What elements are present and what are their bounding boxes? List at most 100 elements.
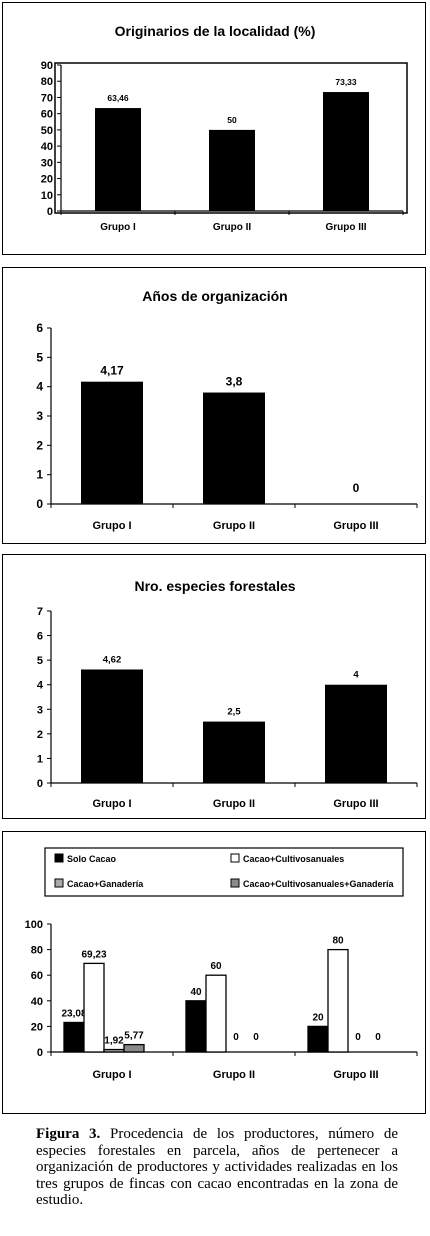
y-tick-label: 0 (47, 206, 53, 218)
bar (325, 684, 387, 783)
y-tick-label: 7 (37, 606, 43, 618)
y-tick-label: 80 (41, 76, 53, 88)
data-label: 69,23 (81, 949, 106, 960)
x-category-label: Grupo I (92, 798, 131, 810)
plot-frame (54, 62, 408, 214)
y-tick-label: 20 (31, 1021, 43, 1033)
chart-title: Nro. especies forestales (134, 578, 295, 594)
data-label: 40 (190, 987, 202, 998)
chart-panel-anos-organizacion: Años de organización 0 1 2 3 4 5 6 Grupo I Grupo … (2, 267, 426, 544)
y-tick-label: 50 (41, 125, 53, 137)
chart-panel-originarios: Originarios de la localidad (%) 0 10 20 30 40… (2, 2, 426, 255)
x-category-label: Grupo I (92, 520, 131, 532)
data-label: 0 (233, 1032, 239, 1043)
legend-swatch (54, 853, 64, 863)
bar (63, 1021, 85, 1053)
data-label: 0 (375, 1032, 381, 1043)
chart-panel-actividades: 0 20 40 60 80 100 Grupo I Grupo II Grupo III Solo… (2, 831, 426, 1114)
bar (81, 669, 143, 783)
y-tick-label: 30 (41, 157, 53, 169)
y-tick-label: 80 (31, 945, 43, 957)
x-category-label: Grupo II (213, 520, 255, 532)
chart-title: Años de organización (142, 288, 287, 304)
y-tick-label: 40 (41, 141, 53, 153)
data-label: 20 (312, 1012, 324, 1023)
data-label: 0 (355, 1032, 361, 1043)
data-label: 0 (253, 1032, 259, 1043)
bar (203, 392, 265, 504)
y-tick-label: 90 (41, 60, 53, 72)
bar (123, 1043, 145, 1053)
data-label: 50 (227, 115, 237, 125)
x-category-label: Grupo II (213, 1069, 255, 1081)
data-label: 4,17 (100, 364, 124, 378)
y-tick-label: 70 (41, 92, 53, 104)
data-label: 1,92 (104, 1036, 124, 1047)
legend-swatch (54, 878, 64, 888)
data-label: 3,8 (226, 375, 243, 389)
y-tick-label: 6 (37, 631, 43, 643)
bar (185, 1000, 207, 1053)
data-label: 73,33 (335, 77, 357, 87)
y-tick-label: 0 (36, 497, 43, 511)
y-tick-label: 2 (36, 438, 43, 452)
data-label: 80 (332, 936, 344, 947)
y-tick-label: 10 (41, 190, 53, 202)
y-tick-label: 2 (37, 729, 43, 741)
bar (103, 1048, 125, 1053)
y-tick-label: 40 (31, 996, 43, 1008)
y-tick-label: 60 (31, 970, 43, 982)
x-category-label: Grupo III (333, 520, 378, 532)
legend-label: Cacao+Ganadería (67, 879, 144, 889)
bar (323, 92, 369, 211)
bar (83, 962, 105, 1053)
data-label: 63,46 (107, 93, 129, 103)
y-tick-label: 20 (41, 174, 53, 186)
x-category-label: Grupo III (333, 1069, 378, 1081)
x-category-label: Grupo III (325, 222, 366, 233)
bar (327, 948, 349, 1053)
x-category-label: Grupo I (100, 222, 136, 233)
legend-box (44, 847, 404, 897)
data-label: 4 (353, 670, 359, 681)
data-label: 4,62 (103, 654, 122, 665)
y-tick-label: 100 (25, 919, 43, 931)
y-tick-label: 3 (36, 409, 43, 423)
y-tick-label: 0 (37, 1047, 43, 1059)
x-category-label: Grupo II (213, 798, 255, 810)
data-label: 0 (353, 481, 360, 495)
y-tick-label: 3 (37, 704, 43, 716)
legend-swatch (230, 878, 240, 888)
x-category-label: Grupo III (333, 798, 378, 810)
y-tick-label: 1 (37, 753, 43, 765)
y-tick-label: 1 (36, 468, 43, 482)
y-tick-label: 5 (36, 350, 43, 364)
figure-caption: Figura 3. Procedencia de los productores… (36, 1126, 398, 1209)
legend-label: Cacao+Cultivosanuales+Ganadería (243, 879, 395, 889)
legend-label: Cacao+Cultivosanuales (243, 854, 344, 864)
chart-originarios: Originarios de la localidad (%) 0 10 20 30 40… (41, 23, 408, 233)
bar (205, 974, 227, 1053)
bar (81, 381, 143, 504)
data-label: 2,5 (227, 707, 241, 718)
bar (209, 129, 255, 211)
y-tick-label: 6 (36, 321, 43, 335)
caption-text: Procedencia de los productores, número d… (36, 1126, 398, 1208)
bar (307, 1025, 329, 1053)
bar (95, 108, 141, 211)
legend-label: Solo Cacao (67, 854, 117, 864)
data-label: 5,77 (124, 1031, 144, 1042)
chart-title: Originarios de la localidad (%) (115, 23, 316, 39)
y-tick-label: 60 (41, 109, 53, 121)
legend-swatch (230, 853, 240, 863)
x-category-label: Grupo II (213, 222, 252, 233)
y-tick-label: 5 (37, 655, 43, 667)
data-label: 60 (210, 961, 222, 972)
chart-especies-forestales: Nro. especies forestales 0 1 2 3 4 5 6 7 Grupo I G… (37, 578, 418, 810)
y-tick-label: 4 (37, 680, 44, 692)
chart-anos-organizacion: Años de organización 0 1 2 3 4 5 6 Grupo I Grupo … (36, 288, 418, 532)
chart-panel-especies-forestales: Nro. especies forestales 0 1 2 3 4 5 6 7 Grupo I G… (2, 554, 426, 819)
y-tick-label: 4 (36, 380, 43, 394)
chart-actividades: 0 20 40 60 80 100 Grupo I Grupo II Grupo III Solo… (25, 847, 418, 1081)
caption-label: Figura 3. (36, 1126, 101, 1142)
